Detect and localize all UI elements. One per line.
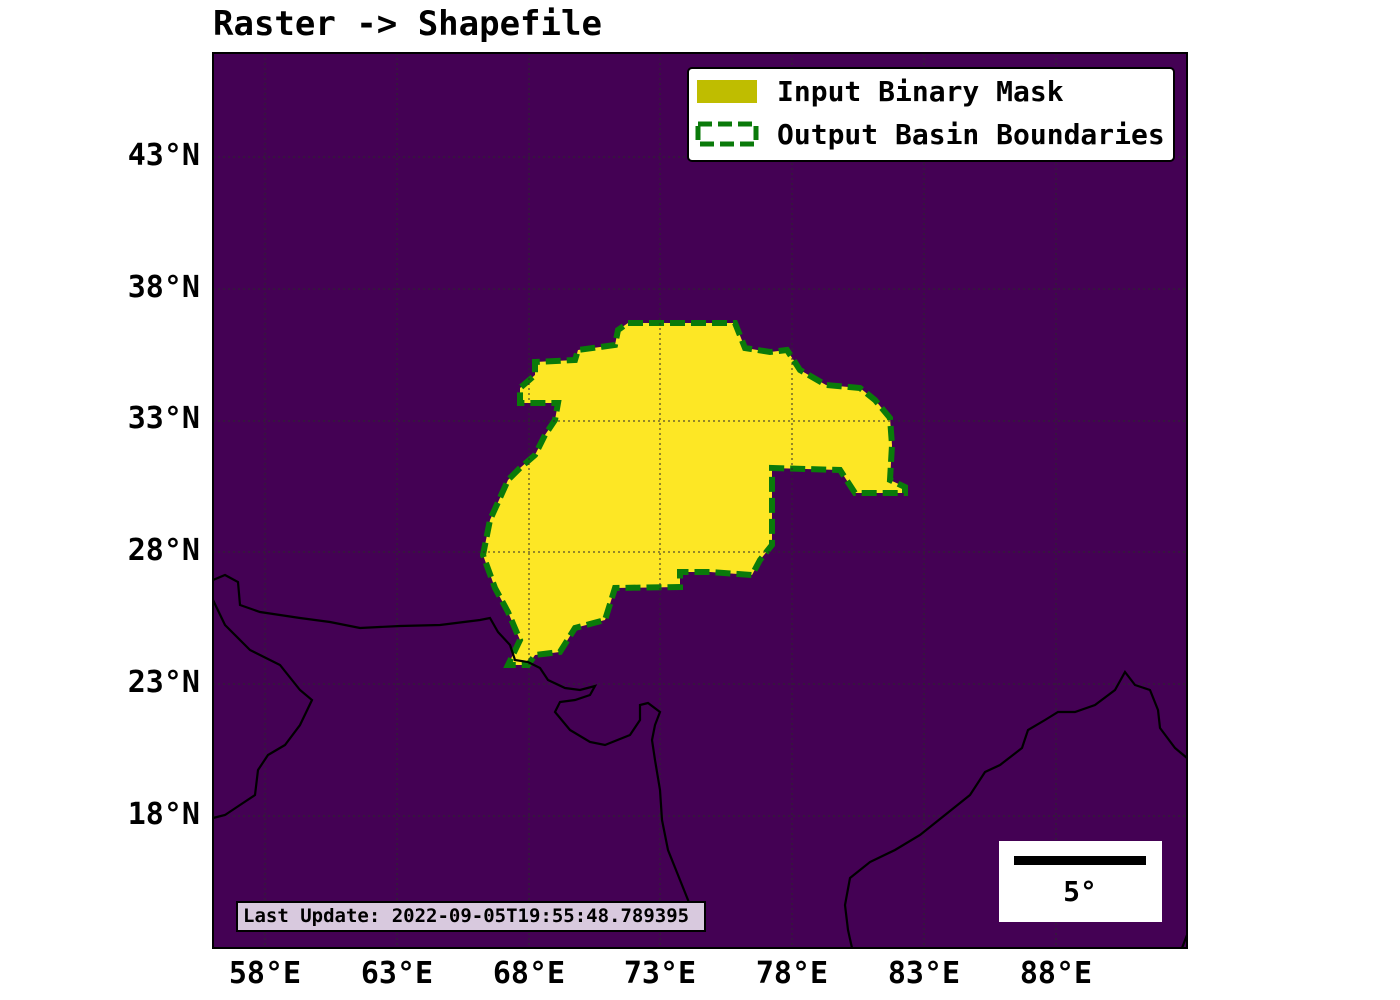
lat-tick-label: 43°N — [127, 138, 200, 173]
lon-tick-label: 68°E — [492, 956, 566, 991]
lat-tick-label: 38°N — [127, 270, 200, 305]
scale-bar: 5° — [999, 841, 1162, 922]
basin-mask — [483, 323, 905, 665]
lon-tick-label: 88°E — [1019, 956, 1093, 991]
legend-boundary-label: Output Basin Boundaries — [777, 118, 1165, 151]
lon-tick-label: 63°E — [360, 956, 434, 991]
legend-mask-swatch — [697, 80, 757, 103]
timestamp: Last Update: 2022-09-05T19:55:48.789395 — [236, 901, 706, 932]
scale-bar-box — [999, 841, 1162, 922]
legend-mask-label: Input Binary Mask — [777, 75, 1064, 108]
scale-bar-label: 5° — [1063, 875, 1097, 908]
map-title: Raster -> Shapefile — [213, 4, 602, 44]
coastline — [212, 573, 1189, 949]
lon-tick-label: 83°E — [887, 956, 961, 991]
map-frame — [212, 52, 1188, 949]
lat-tick-label: 33°N — [127, 401, 200, 436]
timestamp-box — [236, 901, 706, 932]
lon-tick-label: 73°E — [623, 956, 697, 991]
scale-bar-line — [1014, 856, 1146, 865]
legend: Input Binary Mask Output Basin Boundarie… — [687, 67, 1175, 162]
legend-boundary-swatch — [695, 121, 759, 147]
lat-tick-label: 18°N — [127, 797, 200, 832]
lat-tick-label: 28°N — [127, 533, 200, 568]
lat-tick-label: 23°N — [127, 665, 200, 700]
legend-box — [687, 67, 1175, 162]
lon-tick-label: 58°E — [228, 956, 302, 991]
timestamp-text: Last Update: 2022-09-05T19:55:48.789395 — [243, 905, 689, 927]
lon-tick-label: 78°E — [755, 956, 829, 991]
basin-boundary — [479, 320, 908, 668]
